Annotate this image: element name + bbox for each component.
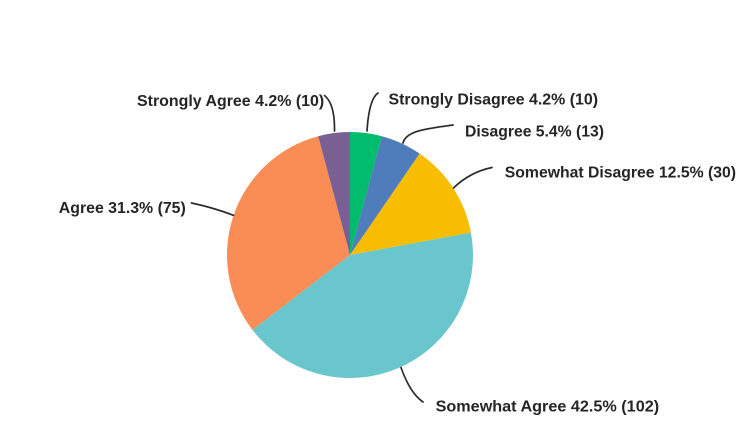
svg-text:Strongly Agree 4.2% (10): Strongly Agree 4.2% (10) (137, 93, 324, 110)
svg-text:Strongly Disagree 4.2% (10): Strongly Disagree 4.2% (10) (389, 92, 599, 109)
svg-text:Agree 31.3% (75): Agree 31.3% (75) (59, 200, 186, 217)
svg-text:Somewhat Agree 42.5% (102): Somewhat Agree 42.5% (102) (436, 399, 659, 416)
svg-text:Disagree 5.4% (13): Disagree 5.4% (13) (465, 124, 604, 141)
svg-text:Somewhat Disagree 12.5% (30): Somewhat Disagree 12.5% (30) (505, 164, 736, 181)
